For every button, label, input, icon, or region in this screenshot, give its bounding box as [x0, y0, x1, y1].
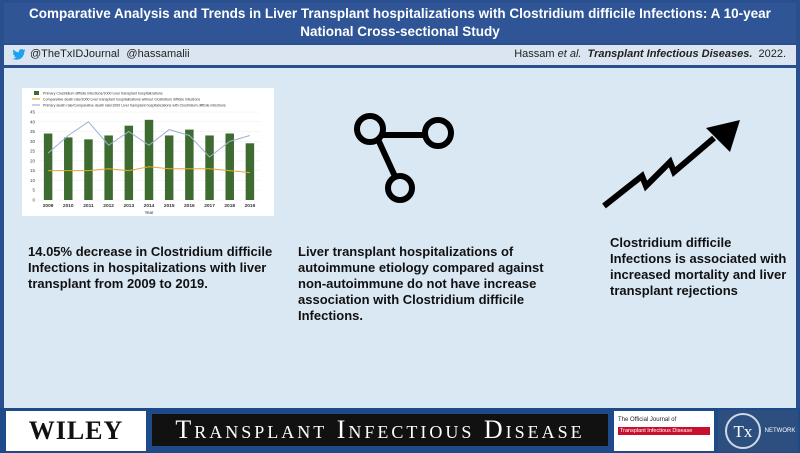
- bar: [124, 125, 134, 200]
- x-tick-label: 2015: [164, 203, 175, 209]
- tx-network-logo-text: Tx: [733, 422, 752, 441]
- tid-society-label: Transplant Infectious Disease: [618, 427, 710, 435]
- finding-mortality-text: Clostridium difficile Infections is asso…: [610, 235, 787, 298]
- bar: [245, 143, 255, 200]
- bar-line-chart: Primary Clostridium difficile infections…: [22, 88, 274, 216]
- bar: [144, 119, 154, 200]
- y-tick-label: 10: [30, 178, 36, 183]
- handle-author[interactable]: @hassamalii: [126, 48, 190, 60]
- tx-network-icon: Tx: [724, 413, 761, 449]
- finding-autoimmune-text: Liver transplant hospitalizations of aut…: [298, 244, 544, 323]
- citation-journal: Transplant Infectious Diseases.: [587, 48, 753, 60]
- y-tick-label: 45: [30, 110, 36, 115]
- y-tick-label: 35: [30, 129, 36, 134]
- x-tick-label: 2018: [224, 203, 235, 209]
- social-handles: @TheTxIDJournal @hassamalii: [12, 48, 190, 60]
- x-tick-label: 2010: [63, 203, 74, 209]
- finding-decrease-text: 14.05% decrease in Clostridium difficile…: [28, 244, 273, 291]
- handle-journal[interactable]: @TheTxIDJournal: [30, 48, 120, 60]
- legend-swatch: [34, 91, 39, 95]
- y-tick-label: 40: [30, 119, 36, 124]
- page-title: Comparative Analysis and Trends in Liver…: [4, 3, 796, 43]
- twitter-bird-icon: [12, 48, 26, 60]
- citation: Hassam et al. Transplant Infectious Dise…: [514, 48, 786, 60]
- bar: [225, 133, 234, 200]
- x-tick-label: 2019: [245, 203, 256, 209]
- series-line-orange: [48, 166, 250, 174]
- journal-banner[interactable]: Transplant Infectious Disease: [152, 414, 608, 446]
- legend-label: Primary death rate/Comparative death rat…: [43, 104, 226, 108]
- citation-author: Hassam: [514, 48, 555, 60]
- subheader-bar: @TheTxIDJournal @hassamalii Hassam et al…: [4, 45, 796, 65]
- x-tick-label: 2017: [204, 203, 215, 209]
- x-tick-label: 2016: [184, 203, 195, 209]
- x-tick-label: 2009: [43, 203, 54, 209]
- network-nodes-icon: [354, 113, 454, 203]
- bar: [104, 135, 113, 200]
- y-tick-label: 30: [30, 139, 36, 144]
- y-tick-label: 15: [30, 168, 36, 173]
- bar: [84, 139, 93, 200]
- x-tick-label: 2013: [123, 203, 134, 209]
- x-axis-label: Year: [144, 210, 154, 215]
- official-journal-label: The Official Journal of: [618, 417, 677, 423]
- series-line-blue: [47, 121, 251, 158]
- y-tick-label: 25: [30, 149, 36, 154]
- legend-label: Comparative death rate/1000 Liver transp…: [43, 98, 200, 102]
- trending-up-arrow-icon: [602, 120, 740, 209]
- bar: [43, 133, 53, 200]
- x-tick-label: 2012: [103, 203, 114, 209]
- bar: [205, 135, 214, 200]
- bar: [185, 129, 194, 200]
- wiley-logo[interactable]: WILEY: [6, 411, 146, 451]
- bar: [164, 135, 174, 200]
- citation-etal: et al.: [557, 48, 582, 60]
- content-area: Primary Clostridium difficile infections…: [4, 68, 796, 408]
- official-journal-badge: The Official Journal of Transplant Infec…: [614, 411, 714, 451]
- x-tick-label: 2011: [83, 203, 94, 209]
- y-tick-label: 5: [32, 188, 35, 193]
- citation-year: 2022.: [758, 48, 786, 60]
- y-tick-label: 0: [32, 198, 35, 203]
- bar: [64, 137, 73, 200]
- legend-label: Primary Clostridium difficile infections…: [43, 92, 163, 96]
- tx-network-logo[interactable]: Tx NETWORK: [718, 410, 798, 452]
- y-tick-label: 20: [30, 158, 36, 163]
- tx-network-label: NETWORK: [764, 428, 796, 434]
- x-tick-label: 2014: [144, 203, 155, 209]
